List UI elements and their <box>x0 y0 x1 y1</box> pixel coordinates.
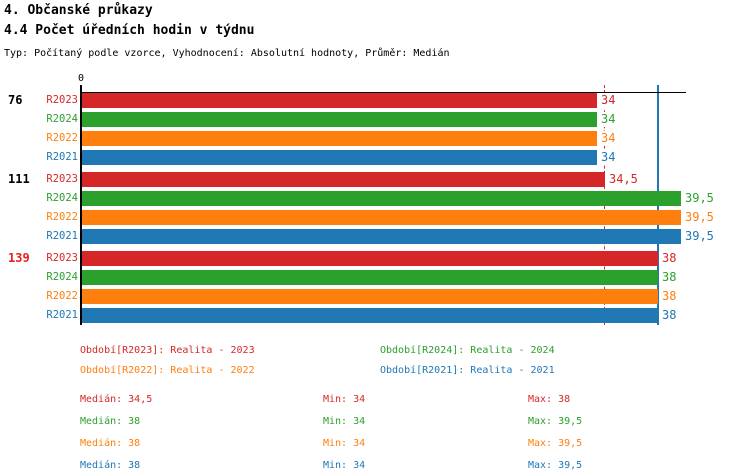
value-label: 38 <box>661 251 678 266</box>
stat-max: Max: 38 <box>528 394 571 405</box>
series-tick-label: R2022 <box>46 290 78 302</box>
stat-median: Medián: 38 <box>80 416 141 427</box>
bar <box>82 93 597 108</box>
stat-min: Min: 34 <box>323 416 366 427</box>
series-tick-label: R2022 <box>46 211 78 223</box>
series-tick-label: R2021 <box>46 230 78 242</box>
value-label: 39,5 <box>684 210 715 225</box>
value-label: 34 <box>600 112 617 127</box>
value-label: 34 <box>600 93 617 108</box>
stat-median: Medián: 38 <box>80 438 141 449</box>
stat-max: Max: 39,5 <box>528 460 583 471</box>
group-label: 111 <box>8 172 30 186</box>
page-title: 4. Občanské průkazy <box>4 3 153 18</box>
bar <box>82 289 658 304</box>
legend-item: Období[R2024]: Realita - 2024 <box>380 345 555 356</box>
stat-max: Max: 39,5 <box>528 438 583 449</box>
bar <box>82 210 681 225</box>
series-tick-label: R2023 <box>46 252 78 264</box>
value-label: 38 <box>661 270 678 285</box>
stat-median: Medián: 34,5 <box>80 394 153 405</box>
bar <box>82 150 597 165</box>
legend-item: Období[R2022]: Realita - 2022 <box>80 365 255 376</box>
series-tick-label: R2022 <box>46 132 78 144</box>
stat-max: Max: 39,5 <box>528 416 583 427</box>
x-axis-origin-tick-label: 0 <box>77 73 85 84</box>
group-label: 76 <box>8 93 23 107</box>
legend-item: Období[R2023]: Realita - 2023 <box>80 345 255 356</box>
series-tick-label: R2024 <box>46 113 78 125</box>
stat-min: Min: 34 <box>323 438 366 449</box>
value-label: 34 <box>600 150 617 165</box>
y-axis-line <box>80 85 82 325</box>
value-label: 34 <box>600 131 617 146</box>
series-tick-label: R2024 <box>46 271 78 283</box>
chart-title: 4.4 Počet úředních hodin v týdnu <box>4 23 255 38</box>
bar <box>82 270 658 285</box>
series-tick-label: R2021 <box>46 151 78 163</box>
series-tick-label: R2024 <box>46 192 78 204</box>
bar <box>82 131 597 146</box>
legend-item: Období[R2021]: Realita - 2021 <box>380 365 555 376</box>
group-label: 139 <box>8 251 30 265</box>
value-label: 39,5 <box>684 191 715 206</box>
bar <box>82 229 681 244</box>
bar <box>82 191 681 206</box>
stat-min: Min: 34 <box>323 460 366 471</box>
series-tick-label: R2023 <box>46 173 78 185</box>
value-label: 34,5 <box>608 172 639 187</box>
bar <box>82 308 658 323</box>
bar <box>82 172 605 187</box>
stat-min: Min: 34 <box>323 394 366 405</box>
series-tick-label: R2023 <box>46 94 78 106</box>
stat-median: Medián: 38 <box>80 460 141 471</box>
x-axis-line <box>81 92 686 93</box>
value-label: 38 <box>661 289 678 304</box>
value-label: 38 <box>661 308 678 323</box>
value-label: 39,5 <box>684 229 715 244</box>
series-tick-label: R2021 <box>46 309 78 321</box>
bar <box>82 112 597 127</box>
chart-subtitle: Typ: Počítaný podle vzorce, Vyhodnocení:… <box>4 48 450 59</box>
bar <box>82 251 658 266</box>
